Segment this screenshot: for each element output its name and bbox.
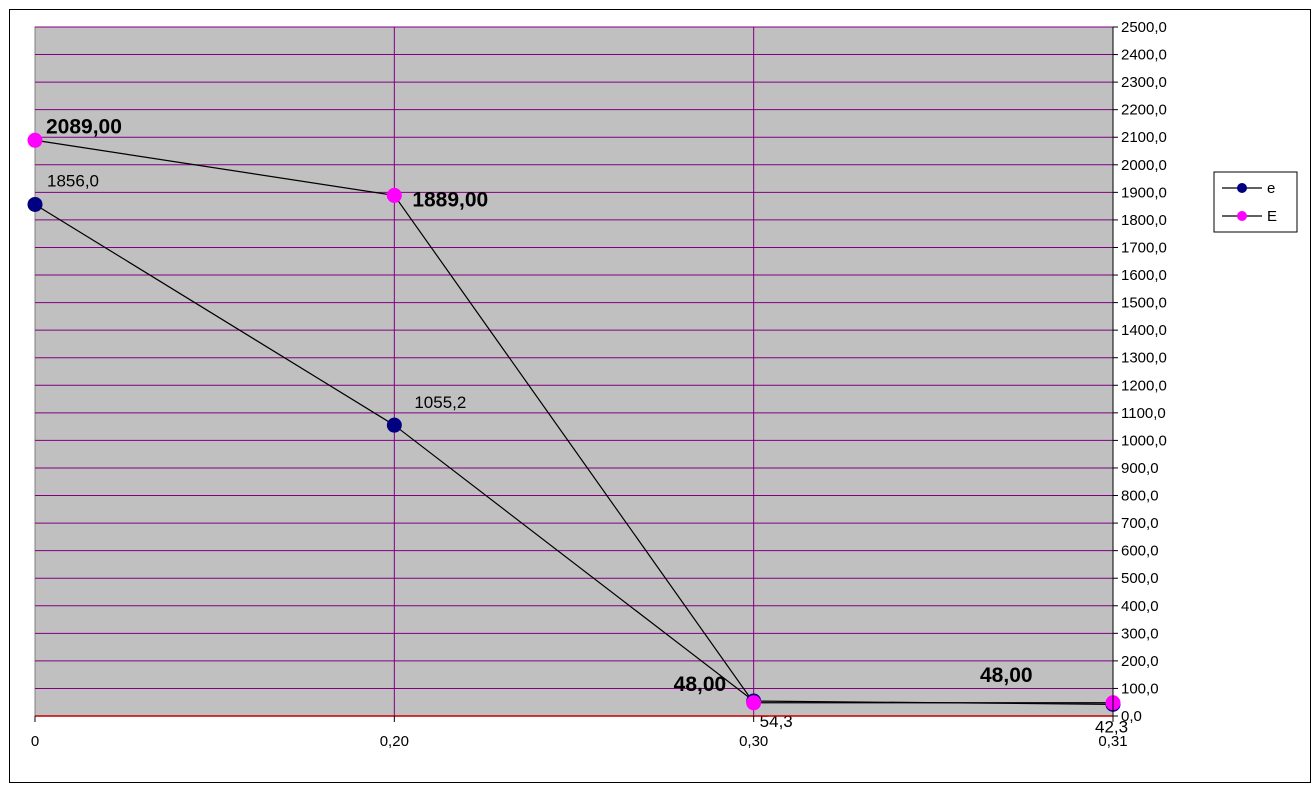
data-label-E: 48,00: [980, 664, 1033, 687]
y-tick-label: 2200,0: [1121, 102, 1167, 119]
data-label-E: 1889,00: [412, 188, 488, 211]
plot-background: [34, 26, 1114, 717]
y-tick-label: 100,0: [1121, 680, 1159, 697]
data-label-E: 2089,00: [46, 115, 122, 138]
marker-E: [746, 695, 762, 711]
y-tick-label: 1000,0: [1121, 432, 1167, 449]
chart-frame: [9, 9, 1311, 783]
y-tick-label: 1500,0: [1121, 295, 1167, 312]
y-tick-label: 600,0: [1121, 543, 1159, 560]
y-tick-label: 2100,0: [1121, 129, 1167, 146]
legend-box: [1213, 171, 1298, 233]
y-tick-label: 1600,0: [1121, 267, 1167, 284]
legend: eE: [1213, 171, 1298, 233]
marker-E: [386, 187, 402, 203]
x-tick-label: 0,31: [1098, 733, 1127, 750]
y-tick-label: 800,0: [1121, 488, 1159, 505]
data-label-E: 48,00: [674, 673, 727, 696]
y-tick-label: 2500,0: [1121, 19, 1167, 36]
marker-e: [27, 196, 43, 212]
y-tick-label: 2400,0: [1121, 47, 1167, 64]
marker-E: [27, 132, 43, 148]
y-tick-label: 500,0: [1121, 570, 1159, 587]
marker-e: [386, 417, 402, 433]
y-tick-label: 200,0: [1121, 653, 1159, 670]
y-tick-label: 1100,0: [1121, 405, 1166, 422]
y-tick-label: 2000,0: [1121, 157, 1167, 174]
data-label-e: 54,3: [760, 712, 793, 731]
x-tick-label: 0,30: [739, 733, 768, 750]
y-tick-label: 300,0: [1121, 625, 1159, 642]
y-tick-label: 700,0: [1121, 515, 1159, 532]
y-tick-label: 2300,0: [1121, 74, 1167, 91]
series-group: [27, 132, 1121, 712]
axes: 0,0 100,0 200,0 300,0 400,0 500,0 600,0 700,0 80…: [31, 19, 1167, 750]
y-tick-label: 900,0: [1121, 460, 1159, 477]
data-labels: 1856,0 1055,2 54,3 42,3 2089,00 1889,00 48,00 4…: [46, 115, 1128, 736]
data-label-e: 1055,2: [414, 393, 466, 412]
x-tick-label: 0,20: [380, 733, 409, 750]
legend-marker: [1237, 211, 1247, 221]
y-tick-label: 1900,0: [1121, 184, 1167, 201]
data-label-e: 1856,0: [47, 171, 99, 190]
data-label-e: 42,3: [1095, 717, 1128, 736]
y-tick-label: 1700,0: [1121, 239, 1167, 256]
y-tick-label: 1200,0: [1121, 377, 1167, 394]
plot-area: [34, 26, 1114, 717]
legend-label: e: [1267, 180, 1275, 197]
series-line-E: [34, 139, 1113, 704]
y-tick-label: 1800,0: [1121, 212, 1167, 229]
y-tick-label: 1300,0: [1121, 350, 1167, 367]
y-tick-label: 1400,0: [1121, 322, 1167, 339]
x-tick-label: 0: [31, 733, 39, 750]
y-tick-label: 0,0: [1121, 708, 1142, 725]
y-tick-label: 400,0: [1121, 598, 1159, 615]
legend-marker: [1237, 183, 1247, 193]
legend-label: E: [1267, 208, 1277, 225]
